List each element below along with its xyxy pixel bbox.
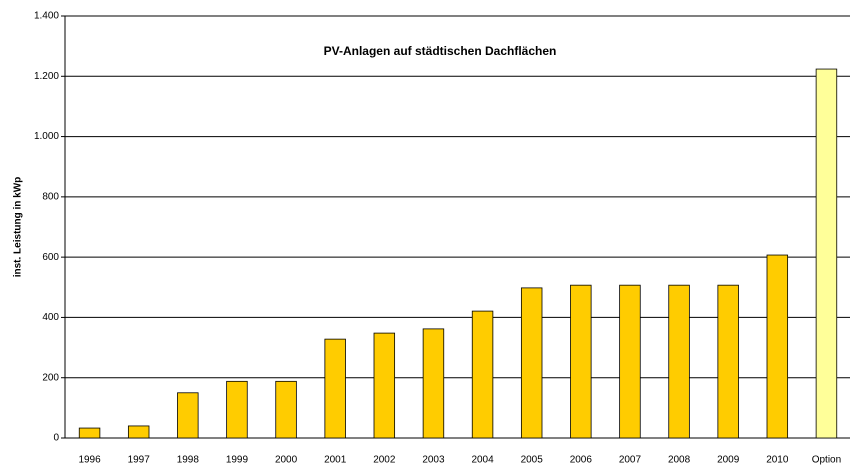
bar	[324, 338, 346, 439]
x-tick-label: 2010	[766, 455, 789, 465]
x-tick-label: 2002	[373, 455, 396, 465]
bar	[471, 310, 494, 439]
y-tick-label: 800	[42, 191, 59, 202]
x-tick-label: 2004	[471, 455, 494, 465]
bar	[275, 380, 297, 439]
y-tick-label: 1.200	[34, 71, 59, 82]
x-tick-label: 1997	[128, 455, 151, 465]
y-tick-label: 400	[42, 312, 59, 323]
x-tick-label: 2001	[324, 455, 347, 465]
y-tick-label: 1.400	[34, 11, 59, 22]
bar	[520, 287, 543, 439]
bar	[570, 284, 592, 439]
x-tick-label: 2005	[521, 455, 544, 465]
bar	[373, 332, 396, 439]
chart-title: PV-Anlagen auf städtischen Dachflächen	[324, 44, 557, 58]
bar	[177, 392, 199, 439]
x-tick-label: 2000	[275, 455, 298, 465]
x-tick-label: 2003	[422, 455, 445, 465]
y-tick-label: 200	[42, 372, 59, 383]
y-tick-label: 1.000	[34, 131, 59, 142]
x-tick-label: 1999	[226, 455, 249, 465]
y-tick-label: 600	[42, 252, 59, 263]
bar	[127, 425, 150, 439]
y-tick-label: 0	[53, 433, 59, 444]
bar	[619, 284, 641, 439]
bar	[78, 427, 101, 439]
y-axis-label: inst. Leistung in kWp	[13, 177, 24, 278]
x-tick-label: 2009	[717, 455, 740, 465]
x-tick-label: 2008	[668, 455, 691, 465]
x-tick-label: 2006	[570, 455, 593, 465]
bar	[226, 380, 248, 439]
x-tick-label: Option	[812, 455, 841, 465]
x-tick-label: 1998	[177, 455, 200, 465]
bar	[815, 68, 838, 439]
bar	[717, 284, 739, 439]
bar	[766, 254, 789, 439]
x-tick-label: 2007	[619, 455, 642, 465]
bar	[668, 284, 690, 439]
x-tick-label: 1996	[78, 455, 101, 465]
bar	[422, 328, 445, 439]
